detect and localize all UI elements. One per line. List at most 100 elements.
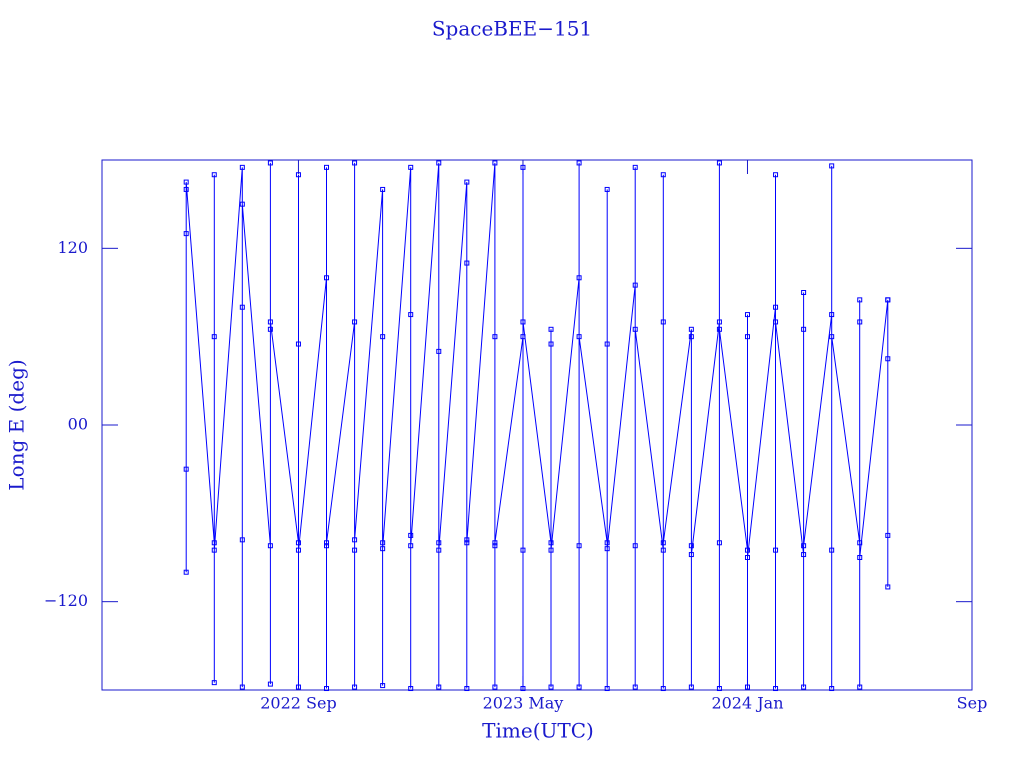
point — [716, 319, 722, 325]
point — [408, 532, 414, 538]
point — [857, 540, 863, 546]
point — [239, 201, 245, 207]
x-tick-label: 2023 May — [483, 694, 564, 713]
point — [295, 172, 301, 178]
point — [520, 547, 526, 553]
point — [464, 540, 470, 546]
point — [380, 186, 386, 192]
point — [492, 543, 498, 549]
point — [324, 543, 330, 549]
point — [660, 686, 666, 692]
point — [352, 160, 358, 166]
y-axis-label: Long E (deg) — [5, 359, 29, 490]
point — [211, 680, 217, 686]
point — [604, 186, 610, 192]
y-tick-label: 00 — [68, 415, 88, 434]
point — [632, 326, 638, 332]
point — [352, 684, 358, 690]
point — [520, 164, 526, 170]
point — [267, 326, 273, 332]
point — [183, 179, 189, 185]
point — [464, 260, 470, 266]
point — [492, 684, 498, 690]
point — [380, 334, 386, 340]
point — [548, 684, 554, 690]
point — [829, 312, 835, 318]
point — [436, 348, 442, 354]
point — [604, 540, 610, 546]
x-axis-label: Time(UTC) — [482, 719, 594, 743]
point — [548, 540, 554, 546]
point — [604, 546, 610, 552]
point — [324, 540, 330, 546]
point — [829, 163, 835, 169]
point — [520, 319, 526, 325]
point — [295, 341, 301, 347]
point — [576, 275, 582, 281]
point — [295, 547, 301, 553]
point — [267, 160, 273, 166]
point — [520, 334, 526, 340]
point — [436, 540, 442, 546]
point — [436, 684, 442, 690]
point — [885, 584, 891, 590]
point — [885, 356, 891, 362]
point — [408, 543, 414, 549]
point — [716, 160, 722, 166]
point — [183, 569, 189, 575]
point — [632, 164, 638, 170]
point — [576, 334, 582, 340]
point — [716, 540, 722, 546]
point — [801, 552, 807, 558]
point — [211, 547, 217, 553]
point — [576, 160, 582, 166]
point — [801, 290, 807, 295]
point — [267, 319, 273, 325]
point — [211, 172, 217, 178]
point — [632, 282, 638, 288]
point — [408, 686, 414, 692]
point — [324, 686, 330, 692]
point — [604, 686, 610, 692]
point — [885, 532, 891, 538]
point — [857, 297, 863, 303]
point — [688, 326, 694, 332]
point — [492, 160, 498, 166]
chart-title: SpaceBEE−151 — [432, 17, 592, 41]
point — [239, 304, 245, 310]
point — [352, 319, 358, 325]
point — [773, 304, 779, 310]
series-line — [185, 162, 889, 689]
point — [773, 686, 779, 692]
point — [688, 334, 694, 340]
point — [744, 312, 750, 318]
point — [660, 540, 666, 546]
y-tick-label: 120 — [57, 238, 88, 257]
point — [211, 540, 217, 546]
point — [773, 172, 779, 178]
point — [352, 547, 358, 553]
point — [688, 684, 694, 690]
point — [548, 326, 554, 332]
point — [324, 275, 330, 281]
point — [857, 684, 863, 690]
point — [380, 683, 386, 689]
x-tick-label: 2022 Sep — [260, 694, 336, 713]
point — [183, 186, 189, 192]
point — [829, 547, 835, 553]
point — [660, 172, 666, 178]
point — [773, 319, 779, 325]
point — [857, 319, 863, 325]
point — [688, 543, 694, 549]
point — [829, 686, 835, 692]
point — [464, 537, 470, 543]
point — [548, 547, 554, 553]
point — [464, 179, 470, 185]
point — [183, 466, 189, 472]
point — [829, 334, 835, 340]
point — [295, 540, 301, 546]
point — [801, 684, 807, 690]
point — [183, 231, 189, 237]
point — [295, 684, 301, 690]
point — [408, 312, 414, 318]
